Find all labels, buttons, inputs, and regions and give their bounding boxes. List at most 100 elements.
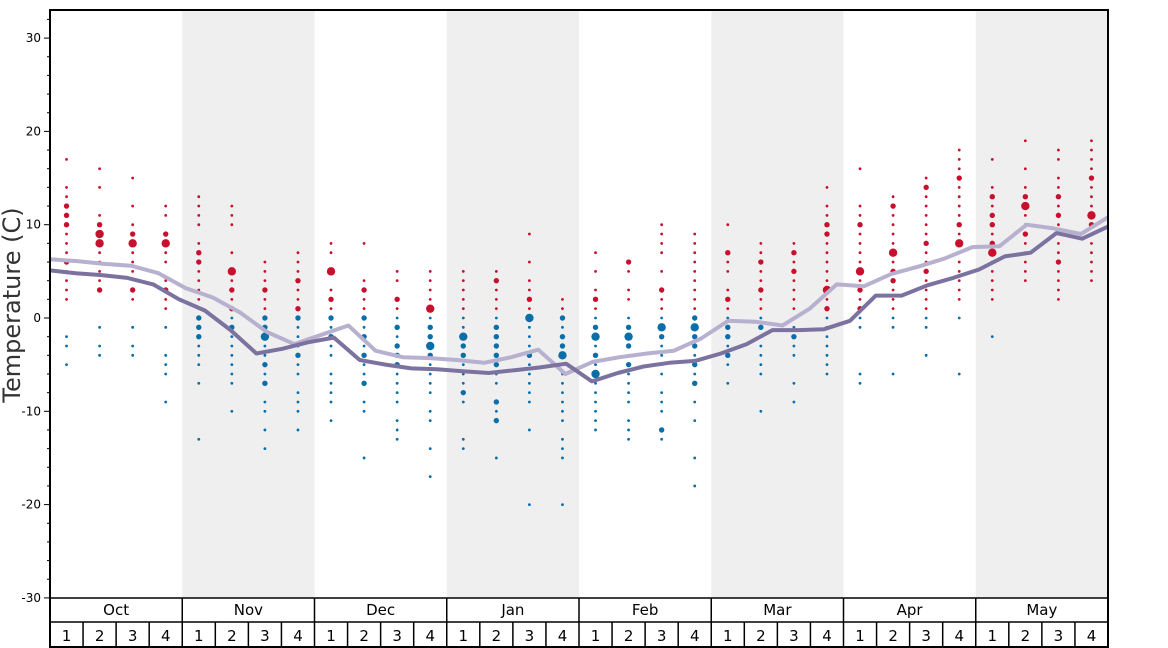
data-point xyxy=(262,315,268,321)
data-point xyxy=(825,213,829,217)
data-point xyxy=(561,419,564,423)
data-point xyxy=(891,372,895,376)
data-point xyxy=(957,288,961,292)
data-point xyxy=(594,391,597,395)
data-point xyxy=(1057,148,1060,152)
data-point xyxy=(627,400,630,404)
data-point xyxy=(989,194,995,200)
data-point xyxy=(528,279,531,283)
data-point xyxy=(891,241,895,245)
data-point xyxy=(460,343,466,349)
data-point xyxy=(1057,223,1060,227)
data-point xyxy=(395,279,399,283)
data-point xyxy=(493,324,500,331)
data-point xyxy=(196,324,202,331)
data-point xyxy=(660,251,664,255)
data-point xyxy=(131,353,135,357)
y-tick-label: -20 xyxy=(21,498,41,512)
data-point xyxy=(891,288,895,292)
data-point xyxy=(197,437,201,441)
week-label: 3 xyxy=(525,627,535,645)
data-point xyxy=(660,409,664,413)
data-point xyxy=(594,419,597,423)
data-point xyxy=(1057,279,1060,283)
data-point xyxy=(957,260,961,264)
data-point xyxy=(924,223,928,227)
data-point xyxy=(196,315,202,321)
data-point xyxy=(990,269,994,273)
month-band-mar xyxy=(711,10,844,598)
data-point xyxy=(329,419,333,423)
data-point xyxy=(230,223,234,227)
data-point xyxy=(131,204,135,208)
week-label: 4 xyxy=(161,627,171,645)
data-point xyxy=(858,260,862,264)
data-point xyxy=(494,269,498,273)
data-point xyxy=(131,344,135,348)
data-point xyxy=(792,353,796,357)
data-point xyxy=(394,324,400,331)
data-point xyxy=(924,297,928,301)
data-point xyxy=(692,333,698,340)
data-point xyxy=(164,204,168,208)
data-point xyxy=(295,352,301,359)
data-point xyxy=(990,232,994,236)
data-point xyxy=(461,437,465,441)
data-point xyxy=(230,297,234,301)
week-label: 3 xyxy=(921,627,931,645)
week-label: 4 xyxy=(1087,627,1097,645)
data-point xyxy=(426,304,435,313)
data-point xyxy=(561,297,564,301)
data-point xyxy=(296,251,300,255)
data-point xyxy=(164,260,168,264)
data-point xyxy=(1090,139,1093,143)
data-point xyxy=(924,204,928,208)
data-point xyxy=(726,260,730,264)
data-point xyxy=(594,381,597,385)
data-point xyxy=(858,232,862,236)
data-point xyxy=(263,307,267,311)
y-tick-label: 20 xyxy=(26,124,41,138)
data-point xyxy=(924,288,928,292)
data-point xyxy=(197,223,201,227)
data-point xyxy=(1023,185,1027,189)
data-point xyxy=(957,297,961,301)
data-point xyxy=(164,400,168,404)
data-point xyxy=(296,372,300,376)
week-label: 1 xyxy=(194,627,204,645)
data-point xyxy=(428,372,432,376)
data-point xyxy=(658,427,665,433)
data-point xyxy=(957,157,961,161)
data-point xyxy=(459,332,468,341)
data-point xyxy=(824,305,830,312)
data-point xyxy=(825,269,829,273)
data-point xyxy=(726,381,730,385)
data-point xyxy=(461,400,465,404)
data-point xyxy=(1057,251,1060,255)
data-point xyxy=(296,400,300,404)
data-point xyxy=(395,400,399,404)
data-point xyxy=(792,344,796,348)
data-point xyxy=(197,269,201,273)
data-point xyxy=(561,447,564,451)
data-point xyxy=(229,287,235,293)
data-point xyxy=(230,251,234,255)
data-point xyxy=(528,260,531,264)
week-label: 3 xyxy=(392,627,402,645)
month-label-may: May xyxy=(1026,601,1057,619)
data-point xyxy=(263,269,267,273)
data-point xyxy=(263,447,267,451)
data-point xyxy=(263,344,267,348)
week-label: 2 xyxy=(359,627,369,645)
data-point xyxy=(196,249,202,256)
data-point xyxy=(329,372,333,376)
data-point xyxy=(660,223,664,227)
data-point xyxy=(924,251,928,255)
data-point xyxy=(361,380,367,387)
month-label-jan: Jan xyxy=(500,601,524,619)
data-point xyxy=(427,324,433,331)
data-point xyxy=(328,315,334,321)
data-point xyxy=(63,212,70,219)
data-point xyxy=(493,399,500,405)
data-point xyxy=(594,400,597,404)
